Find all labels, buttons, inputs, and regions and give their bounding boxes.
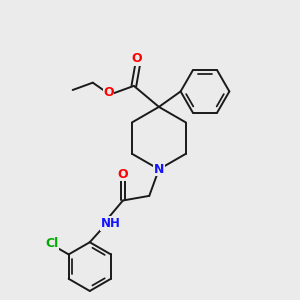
Text: NH: NH [100, 217, 121, 230]
Text: O: O [103, 86, 114, 99]
Text: O: O [131, 52, 142, 65]
Text: O: O [118, 168, 128, 181]
Text: Cl: Cl [46, 237, 59, 250]
Text: N: N [154, 163, 164, 176]
